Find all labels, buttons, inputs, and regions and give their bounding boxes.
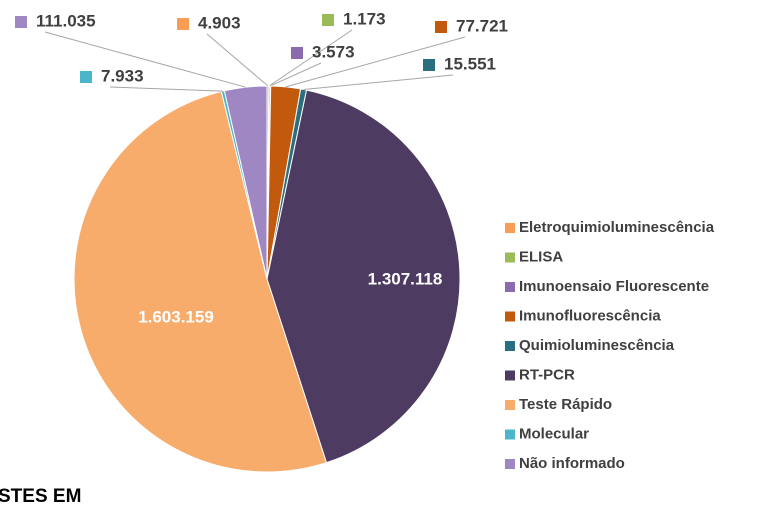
label-swatch	[423, 59, 435, 71]
legend-label: RT-PCR	[519, 366, 575, 383]
legend-label: Molecular	[519, 425, 589, 442]
data-label: 77.721	[456, 16, 508, 35]
legend-swatch	[505, 311, 515, 322]
leader-line	[268, 29, 353, 87]
legend-label: Imunofluorescência	[519, 307, 661, 324]
data-label: 1.307.118	[368, 269, 443, 288]
leader-line	[303, 74, 454, 91]
legend-swatch	[505, 400, 515, 410]
legend-swatch	[505, 370, 515, 381]
legend-swatch	[505, 252, 515, 263]
leader-line	[285, 36, 466, 88]
legend-label: Teste Rápido	[519, 396, 612, 413]
legend-label: Não informado	[519, 455, 625, 472]
legend-label: Imunoensaio Fluorescente	[519, 278, 709, 295]
legend-swatch	[505, 223, 515, 233]
legend-swatch	[505, 282, 515, 292]
pie-slice	[73, 90, 328, 473]
data-label: 3.573	[312, 42, 355, 61]
data-label: 15.551	[444, 54, 496, 73]
legend-label: ELISA	[519, 248, 563, 265]
legend-label: Quimioluminescência	[519, 337, 675, 354]
legend-swatch	[505, 459, 515, 469]
data-label: 111.035	[36, 11, 96, 30]
data-label: 1.173	[343, 9, 386, 28]
legend-swatch	[505, 429, 515, 440]
label-swatch	[322, 14, 334, 26]
leader-line	[44, 31, 246, 88]
label-swatch	[80, 71, 92, 83]
legend-swatch	[505, 341, 515, 351]
leader-line	[206, 33, 269, 87]
label-swatch	[177, 18, 189, 30]
label-swatch	[435, 21, 447, 33]
legend-label: Eletroquimioluminescência	[519, 219, 715, 236]
leader-line	[109, 86, 223, 92]
cut-off-text: STES EM	[0, 486, 81, 507]
label-swatch	[15, 16, 27, 28]
leader-line	[269, 62, 322, 87]
data-label: 4.903	[198, 13, 241, 32]
label-swatch	[291, 47, 303, 59]
data-label: 7.933	[101, 66, 144, 85]
pie-slice	[266, 89, 461, 464]
data-label: 1.603.159	[138, 307, 214, 326]
